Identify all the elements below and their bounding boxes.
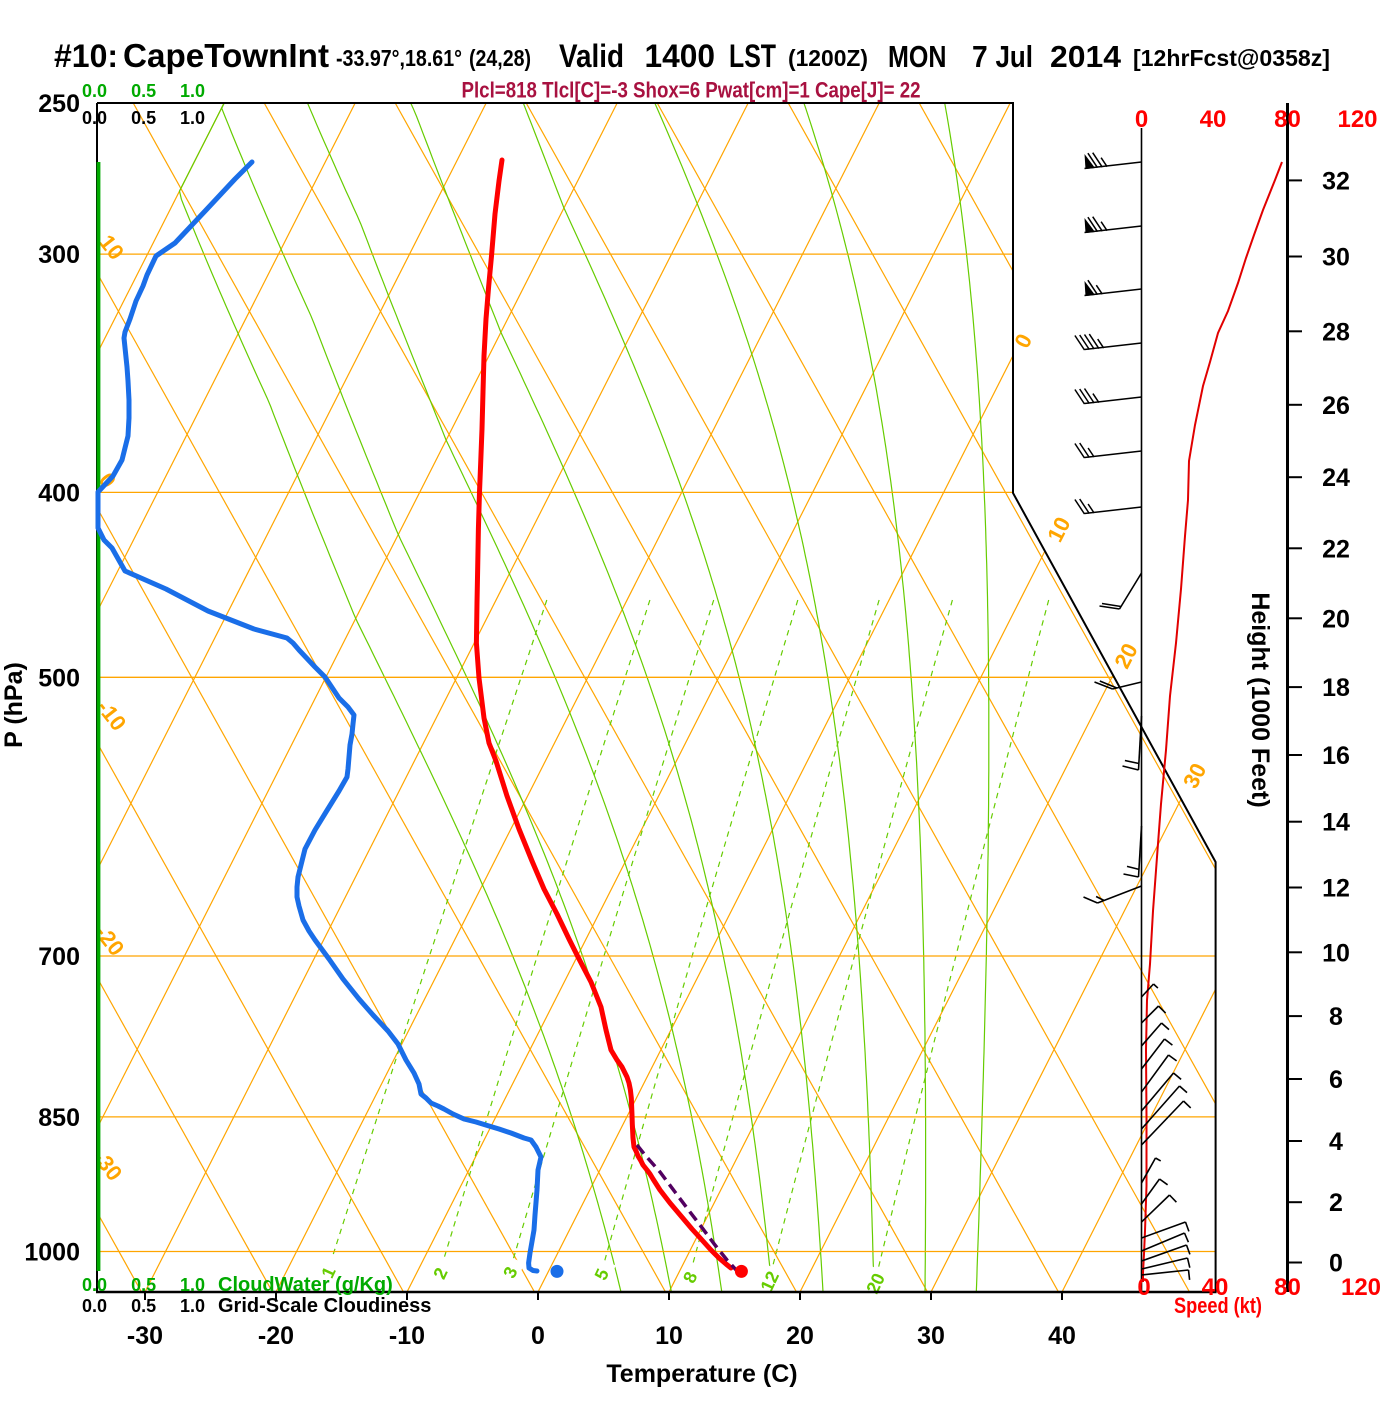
svg-text:120: 120 [1337,106,1377,133]
svg-text:400: 400 [38,479,80,507]
svg-text:0.0: 0.0 [82,1296,107,1316]
svg-text:LST: LST [729,38,776,74]
svg-text:2: 2 [1329,1189,1343,1217]
svg-text:300: 300 [38,241,80,269]
svg-text:26: 26 [1322,392,1350,420]
svg-text:120: 120 [1341,1274,1381,1301]
svg-text:0.0: 0.0 [82,1275,107,1295]
svg-text:P (hPa): P (hPa) [0,662,28,748]
svg-text:0.5: 0.5 [131,1275,156,1295]
svg-text:0: 0 [531,1322,545,1350]
svg-text:16: 16 [1322,742,1350,770]
svg-text:40: 40 [1202,1274,1229,1301]
svg-text:24: 24 [1322,464,1350,492]
svg-text:-10: -10 [389,1322,425,1350]
svg-text:850: 850 [38,1104,80,1132]
svg-text:7: 7 [972,39,988,74]
svg-text:14: 14 [1322,809,1350,837]
svg-text:10: 10 [655,1322,683,1350]
svg-text:32: 32 [1322,167,1350,195]
svg-text:40: 40 [1048,1322,1076,1350]
svg-text:-20: -20 [258,1322,294,1350]
svg-text:80: 80 [1274,106,1301,133]
svg-text:0.0: 0.0 [82,81,107,101]
svg-text:1000: 1000 [24,1239,80,1267]
svg-text:700: 700 [38,943,80,971]
svg-text:0.5: 0.5 [131,81,156,101]
svg-text:(24,28): (24,28) [469,45,531,71]
svg-text:(1200Z): (1200Z) [788,45,868,71]
svg-text:0: 0 [1135,106,1148,133]
svg-text:0.5: 0.5 [131,1296,156,1316]
svg-text:0: 0 [1137,1274,1150,1301]
svg-text:Grid-Scale Cloudiness: Grid-Scale Cloudiness [218,1295,431,1317]
svg-text:0: 0 [1329,1250,1343,1278]
svg-text:8: 8 [1329,1003,1343,1031]
svg-text:Speed (kt): Speed (kt) [1174,1293,1262,1318]
svg-text:6: 6 [1329,1066,1343,1094]
svg-text:28: 28 [1322,318,1350,346]
svg-text:MON: MON [888,39,947,74]
svg-text:Height (1000 Feet): Height (1000 Feet) [1246,592,1274,807]
svg-text:500: 500 [38,664,80,692]
svg-text:0.0: 0.0 [82,108,107,128]
svg-text:1.0: 1.0 [180,108,205,128]
svg-text:30: 30 [917,1322,945,1350]
svg-text:20: 20 [786,1322,814,1350]
svg-text:250: 250 [38,90,80,118]
svg-text:#10:: #10: [54,38,118,74]
svg-text:[12hrFcst@0358z]: [12hrFcst@0358z] [1133,45,1330,71]
svg-text:Jul: Jul [996,39,1034,74]
svg-text:22: 22 [1322,535,1350,563]
svg-text:10: 10 [1322,939,1350,967]
svg-text:1.0: 1.0 [180,1296,205,1316]
svg-text:20: 20 [1322,605,1350,633]
svg-text:0.5: 0.5 [131,108,156,128]
svg-text:80: 80 [1274,1274,1301,1301]
svg-text:4: 4 [1329,1128,1343,1156]
svg-text:30: 30 [1322,244,1350,272]
svg-text:40: 40 [1200,106,1227,133]
svg-text:Valid: Valid [559,38,624,74]
svg-text:12: 12 [1322,875,1350,903]
svg-text:CloudWater (g/Kg): CloudWater (g/Kg) [218,1274,393,1296]
svg-text:CapeTownInt: CapeTownInt [123,37,329,74]
svg-text:-30: -30 [127,1322,163,1350]
svg-text:1400: 1400 [645,38,716,74]
svg-text:18: 18 [1322,674,1350,702]
svg-text:Plcl=818 Tlcl[C]=-3 Shox=6 Pwa: Plcl=818 Tlcl[C]=-3 Shox=6 Pwat[cm]=1 Ca… [462,78,921,103]
svg-text:1.0: 1.0 [180,81,205,101]
svg-text:1.0: 1.0 [180,1275,205,1295]
svg-text:-33.97°,18.61°: -33.97°,18.61° [336,45,462,71]
svg-text:Temperature (C): Temperature (C) [606,1360,797,1388]
svg-text:2014: 2014 [1050,39,1122,74]
